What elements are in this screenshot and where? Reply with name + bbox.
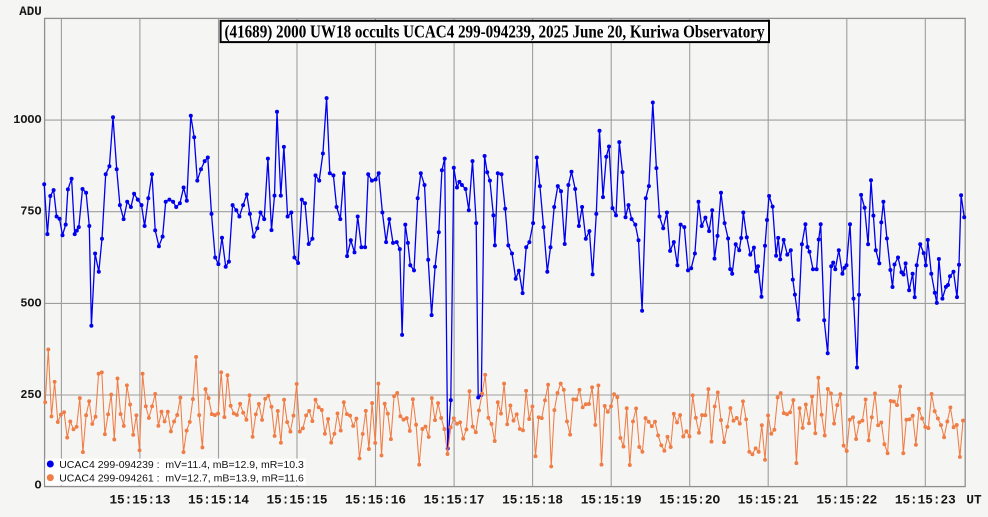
svg-text:UCAC4 299-094239 : mV=11.4, m: UCAC4 299-094239 : mV=11.4, mB=12.9, mR=… [59,459,304,471]
svg-text:15:15:15: 15:15:15 [267,493,328,508]
svg-text:15:15:16: 15:15:16 [345,493,406,508]
svg-text:ADU: ADU [19,5,42,19]
svg-text:15:15:21: 15:15:21 [738,493,799,508]
svg-text:(41689) 2000 UW18 occults UCAC: (41689) 2000 UW18 occults UCAC4 299-0942… [225,22,765,42]
svg-text:15:15:13: 15:15:13 [109,493,170,508]
svg-text:UCAC4 299-094261 : mV=12.7, m: UCAC4 299-094261 : mV=12.7, mB=13.9, mR=… [59,472,304,484]
svg-text:15:15:14: 15:15:14 [188,493,249,508]
svg-text:75O: 75O [20,205,41,219]
svg-text:15:15:2O: 15:15:2O [659,493,720,508]
svg-text:5OO: 5OO [20,296,41,310]
svg-text:15:15:23: 15:15:23 [895,493,956,508]
svg-text:15:15:17: 15:15:17 [424,493,485,508]
svg-text:15:15:22: 15:15:22 [816,493,877,508]
svg-text:UT: UT [966,493,982,508]
svg-text:15:15:18: 15:15:18 [502,493,563,508]
svg-text:1OOO: 1OOO [13,113,41,127]
svg-text:25O: 25O [20,388,41,402]
svg-text:15:15:19: 15:15:19 [581,493,642,508]
svg-text:O: O [35,479,42,493]
